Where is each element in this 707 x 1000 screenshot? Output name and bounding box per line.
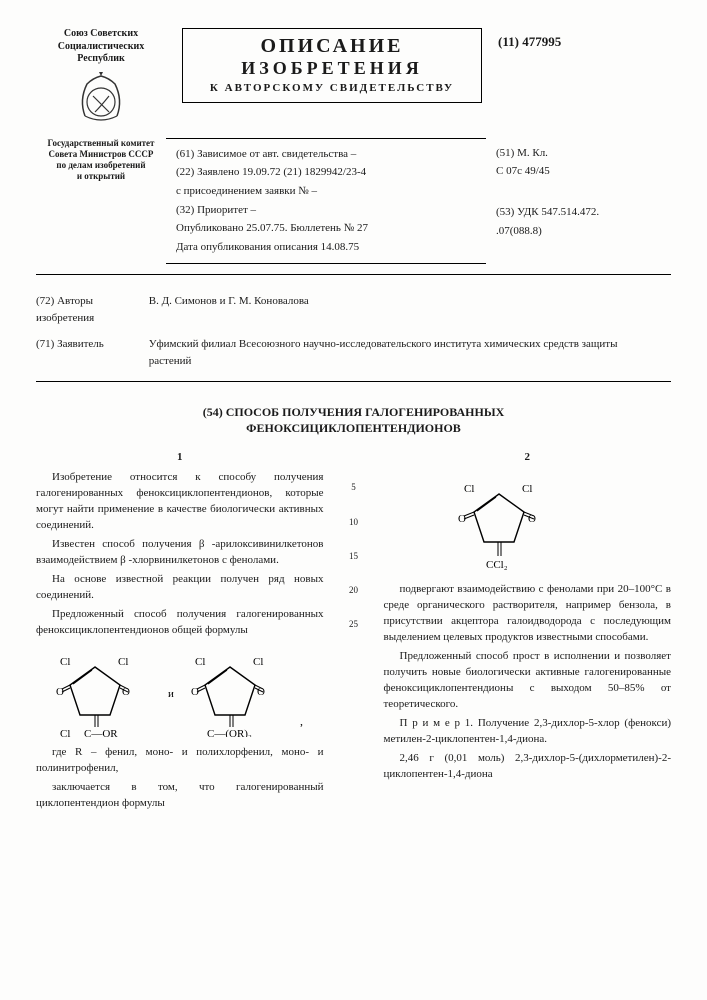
paragraph: где R – фенил, моно- и полихлорфенил, мо… [36, 745, 324, 777]
svg-text:,: , [300, 714, 303, 728]
body-columns: 1 Изобретение относится к способу получе… [36, 450, 671, 814]
docnum-code: (11) [498, 34, 519, 49]
line-number: 10 [346, 505, 362, 539]
column-number: 2 [384, 450, 672, 466]
paragraph: подвергают взаимодействию с фенолами при… [384, 582, 672, 646]
committee-line: и открытий [36, 171, 166, 182]
header: Союз Советских Социалистических Республи… [36, 28, 671, 132]
title-line-1: ОПИСАНИЕ [197, 35, 467, 58]
spacer [496, 181, 667, 203]
line-number: 15 [346, 539, 362, 573]
meta-line: (32) Приоритет – [176, 201, 476, 220]
paragraph: П р и м е р 1. Получение 2,3-дихлор-5-хл… [384, 716, 672, 748]
line-number: 20 [346, 573, 362, 607]
authors-applicant: (72) Авторы изобретения В. Д. Симонов и … [36, 293, 671, 371]
committee-line: Совета Министров СССР [36, 149, 166, 160]
paragraph: Изобретение относится к способу получени… [36, 470, 324, 534]
issuer-line: Социалистических [36, 41, 166, 54]
authors-label: (72) Авторы изобретения [36, 293, 146, 328]
title-text: СПОСОБ ПОЛУЧЕНИЯ ГАЛОГЕНИРОВАННЫХ [226, 405, 505, 419]
line-number-gutter: 5 10 15 20 25 [346, 450, 362, 814]
applicant-label: (71) Заявитель [36, 336, 146, 354]
issuer-line: Республик [36, 53, 166, 66]
svg-text:Cl: Cl [464, 483, 474, 495]
meta-line: .07(088.8) [496, 222, 667, 241]
svg-text:Cl: Cl [118, 656, 128, 668]
title-box: ОПИСАНИЕ ИЗОБРЕТЕНИЯ К АВТОРСКОМУ СВИДЕТ… [182, 28, 482, 103]
docnum-value: 477995 [522, 34, 561, 49]
authors-row: (72) Авторы изобретения В. Д. Симонов и … [36, 293, 671, 328]
svg-text:Cl: Cl [60, 728, 70, 737]
column-1: 1 Изобретение относится к способу получе… [36, 450, 324, 814]
classification-data: (51) М. Кл. С 07с 49/45 (53) УДК 547.514… [486, 138, 671, 264]
meta-line: (61) Зависимое от авт. свидетельства – [176, 145, 476, 164]
invention-title: (54) СПОСОБ ПОЛУЧЕНИЯ ГАЛОГЕНИРОВАННЫХ Ф… [36, 404, 671, 436]
document-number: (11) 477995 [498, 28, 561, 50]
title-line-3: К АВТОРСКОМУ СВИДЕТЕЛЬСТВУ [197, 82, 467, 94]
paragraph: На основе известной реакции получен ряд … [36, 572, 324, 604]
svg-text:C—OR: C—OR [84, 728, 118, 737]
chemical-formula-pair: Cl Cl O O Cl C—OR и Cl Cl O [50, 647, 310, 737]
svg-text:CCl₂: CCl₂ [486, 559, 508, 571]
committee-line: по делам изобретений [36, 160, 166, 171]
paragraph: Предложенный способ прост в исполнении и… [384, 649, 672, 713]
paragraph: 2,46 г (0,01 моль) 2,3-дихлор-5-(дихлорм… [384, 751, 672, 783]
joiner: и [168, 688, 174, 700]
meta-line: с присоединением заявки № – [176, 182, 476, 201]
meta-line: Дата опубликования описания 14.08.75 [176, 238, 476, 257]
title-text: ФЕНОКСИЦИКЛОПЕНТЕНДИОНОВ [246, 421, 461, 435]
issuer-column: Союз Советских Социалистических Республи… [36, 28, 166, 132]
line-number: 5 [346, 470, 362, 504]
svg-text:Cl: Cl [522, 483, 532, 495]
patent-page: Союз Советских Социалистических Республи… [0, 0, 707, 1000]
authors-names: В. Д. Симонов и Г. М. Коновалова [149, 293, 309, 311]
title-code: (54) [203, 405, 223, 419]
svg-text:C—(OR)₂: C—(OR)₂ [207, 728, 252, 737]
issuer-line: Союз Советских [36, 28, 166, 41]
bibliographic-strip: Государственный комитет Совета Министров… [36, 138, 671, 264]
column-number: 1 [36, 450, 324, 466]
meta-line: С 07с 49/45 [496, 162, 667, 181]
applicant-name: Уфимский филиал Всесоюзного научно-иссле… [149, 336, 629, 371]
meta-line: (53) УДК 547.514.472. [496, 203, 667, 222]
state-emblem-icon [75, 72, 127, 126]
svg-text:Cl: Cl [60, 656, 70, 668]
committee-block: Государственный комитет Совета Министров… [36, 138, 166, 264]
separator [36, 381, 671, 382]
paragraph: Известен способ получения β -арилоксивин… [36, 537, 324, 569]
applicant-row: (71) Заявитель Уфимский филиал Всесоюзно… [36, 336, 671, 371]
filing-data: (61) Зависимое от авт. свидетельства – (… [166, 138, 486, 264]
separator [36, 274, 671, 275]
meta-line: (51) М. Кл. [496, 144, 667, 163]
meta-line: (22) Заявлено 19.09.72 (21) 1829942/23-4 [176, 163, 476, 182]
paragraph: заключается в том, что галогенированный … [36, 780, 324, 812]
title-line-2: ИЗОБРЕТЕНИЯ [197, 58, 467, 79]
svg-text:Cl: Cl [253, 656, 263, 668]
paragraph: Предложенный способ получения галогениро… [36, 607, 324, 639]
column-2: 2 Cl Cl O O CCl₂ подвергают взаимодейств… [384, 450, 672, 814]
line-number: 25 [346, 607, 362, 641]
committee-line: Государственный комитет [36, 138, 166, 149]
meta-line: Опубликовано 25.07.75. Бюллетень № 27 [176, 219, 476, 238]
svg-text:Cl: Cl [195, 656, 205, 668]
chemical-formula-single: Cl Cl O O CCl₂ [434, 474, 564, 574]
